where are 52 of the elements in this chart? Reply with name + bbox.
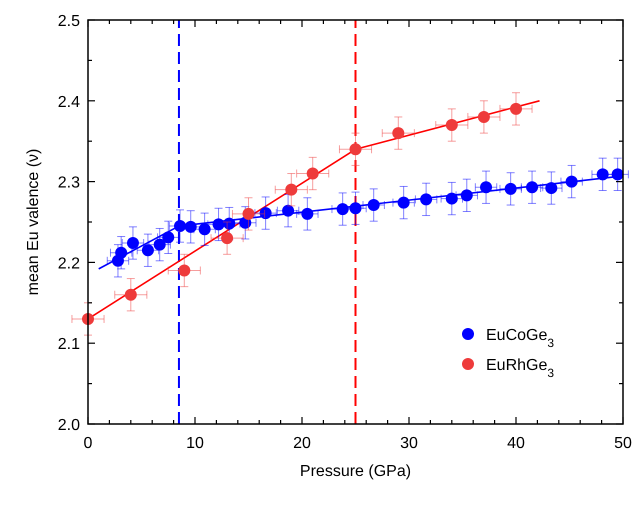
point [504, 182, 517, 195]
point [174, 220, 186, 232]
point [596, 168, 609, 180]
y-tick-label: 2.1 [58, 336, 80, 354]
point [223, 218, 236, 230]
point [162, 231, 174, 244]
point [446, 192, 458, 205]
legend-label: EuCoGe$_{3}$ [486, 327, 554, 350]
point [126, 237, 139, 250]
x-tick-label: 20 [293, 435, 311, 452]
point [420, 193, 432, 206]
point [154, 238, 166, 251]
point [398, 196, 410, 209]
point [526, 181, 538, 194]
point [282, 204, 294, 217]
x-tick-label: 40 [507, 435, 525, 452]
point [260, 207, 272, 220]
legend-label: EuRhGe$_{3}$ [486, 357, 554, 380]
point [392, 127, 404, 140]
y-tick-label: 2.5 [58, 13, 80, 30]
x-tick-label: 50 [614, 435, 632, 452]
point [124, 288, 137, 301]
point [285, 184, 298, 196]
point [350, 143, 362, 156]
point [184, 220, 197, 233]
point [368, 199, 380, 212]
point [115, 246, 128, 259]
point [212, 218, 225, 230]
y-axis-title: mean Eu valence (ν) [25, 148, 42, 296]
x-tick-label: 0 [84, 435, 93, 452]
x-tick-label: 30 [400, 435, 418, 452]
point [480, 181, 492, 194]
point [545, 182, 558, 194]
y-tick-label: 2.0 [58, 417, 80, 434]
point [350, 202, 362, 214]
point [198, 223, 211, 236]
y-tick-label: 2.4 [58, 94, 80, 111]
point [510, 102, 522, 115]
x-tick-label: 10 [186, 435, 204, 452]
point [178, 264, 190, 276]
point [301, 208, 314, 220]
x-axis-title: Pressure (GPa) [300, 463, 412, 480]
point [142, 244, 154, 256]
point [446, 119, 458, 132]
point [336, 203, 349, 216]
point [460, 189, 473, 202]
point [478, 110, 490, 123]
point [612, 168, 624, 180]
point [306, 168, 319, 180]
point [566, 176, 578, 188]
y-tick-label: 2.3 [58, 174, 80, 192]
y-tick-label: 2.2 [58, 255, 80, 272]
